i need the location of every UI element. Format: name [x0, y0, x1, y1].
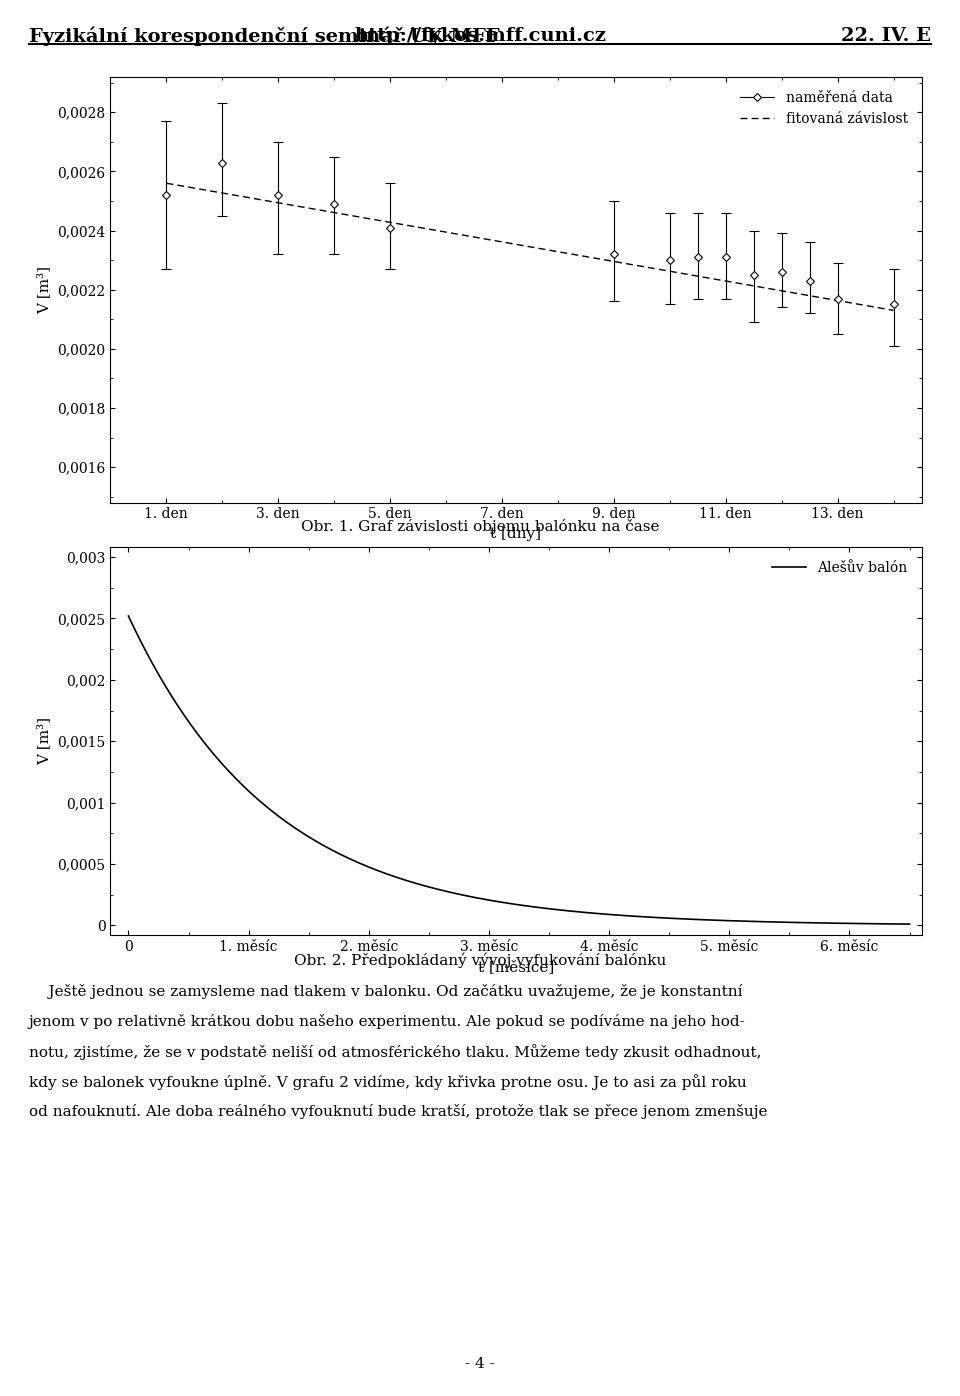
Legend: Alešův balón: Alešův balón — [765, 554, 915, 582]
X-axis label: t [dny]: t [dny] — [491, 526, 541, 542]
Y-axis label: V [m³]: V [m³] — [37, 718, 52, 765]
Text: od nafouknutí. Ale doba reálného vyfouknutí bude kratší, protože tlak se přece j: od nafouknutí. Ale doba reálného vyfoukn… — [29, 1104, 767, 1120]
Alešův balón — [467, 889, 478, 906]
Y-axis label: V [m³]: V [m³] — [37, 265, 52, 314]
X-axis label: t [měsíce]: t [měsíce] — [478, 959, 554, 974]
Text: jenom v po relativně krátkou dobu našeho experimentu. Ale pokud se podíváme na j: jenom v po relativně krátkou dobu našeho… — [29, 1013, 746, 1029]
Text: Obr. 1. Graf závislosti objemu balónku na čase: Obr. 1. Graf závislosti objemu balónku n… — [300, 519, 660, 535]
Text: Obr. 2. Předpokládaný vývoj vyfukování balónku: Obr. 2. Předpokládaný vývoj vyfukování b… — [294, 952, 666, 967]
Legend: naměřená data, fitovaná závislost: naměřená data, fitovaná závislost — [732, 84, 915, 133]
Alešův balón — [123, 607, 134, 624]
Alešův balón — [439, 882, 450, 899]
Text: kdy se balonek vyfoukne úplně. V grafu 2 vidíme, kdy křivka protne osu. Je to as: kdy se balonek vyfoukne úplně. V grafu 2… — [29, 1075, 747, 1090]
Text: Ještě jednou se zamysleme nad tlakem v balonku. Od začátku uvažujeme, že je kons: Ještě jednou se zamysleme nad tlakem v b… — [29, 984, 742, 1000]
Alešův balón — [203, 738, 214, 755]
Text: 22. IV. E: 22. IV. E — [841, 27, 931, 45]
Text: - 4 -: - 4 - — [466, 1357, 494, 1371]
Alešův balón — [732, 913, 743, 930]
Text: Fyzikální korespondenční seminář UK MFF: Fyzikální korespondenční seminář UK MFF — [29, 27, 499, 46]
Alešův balón — [903, 916, 915, 933]
Alešův balón — [660, 910, 671, 927]
Text: notu, zjistíme, že se v podstatě neliší od atmosférického tlaku. Můžeme tedy zku: notu, zjistíme, že se v podstatě neliší … — [29, 1044, 761, 1060]
Text: http://fykos.mff.cuni.cz: http://fykos.mff.cuni.cz — [354, 27, 606, 45]
Line: Alešův balón: Alešův balón — [129, 616, 909, 924]
Alešův balón — [746, 913, 757, 930]
